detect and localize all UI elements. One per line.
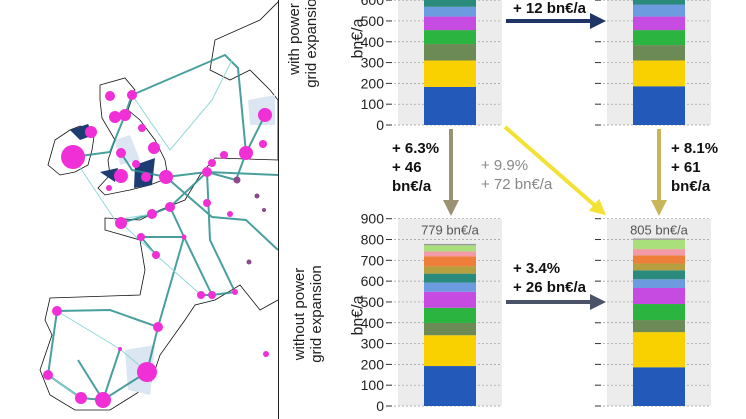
row-label-with-grid: with power grid expansion bbox=[286, 0, 320, 94]
row-label-line: without power bbox=[291, 267, 308, 361]
y-tick-label: 500 bbox=[361, 13, 385, 29]
bar-segment bbox=[633, 249, 685, 256]
annotation-line: + 6.3% bbox=[392, 140, 440, 157]
y-tick-label: 300 bbox=[361, 336, 385, 352]
bar-segment bbox=[633, 0, 685, 5]
total-label: 779 bn€/a bbox=[421, 223, 480, 238]
annotation-line: + 9.9% bbox=[481, 157, 529, 174]
bar-segment bbox=[633, 16, 685, 31]
annotation-line: bn€/a bbox=[671, 178, 711, 195]
bar-segment bbox=[633, 332, 685, 368]
bar-segment bbox=[633, 255, 685, 264]
row-label-line: grid expansion bbox=[303, 0, 320, 88]
bar-segment bbox=[633, 238, 685, 240]
annotation-line: + 61 bbox=[671, 159, 701, 176]
annotation-right-down: + 8.1% + 61 bn€/a bbox=[671, 139, 718, 196]
y-tick-label: 300 bbox=[361, 55, 385, 71]
annotation-diagonal: + 9.9% + 72 bn€/a bbox=[481, 156, 552, 194]
bar-segment bbox=[424, 86, 476, 125]
y-tick-label: 100 bbox=[361, 96, 385, 112]
europe-grid-map bbox=[39, 1, 278, 411]
bar-segment bbox=[633, 288, 685, 305]
annotation-line: + 26 bn€/a bbox=[513, 279, 586, 296]
row-label-line: with power bbox=[286, 3, 303, 75]
y-tick-label: 900 bbox=[361, 211, 385, 227]
bar-segment bbox=[633, 367, 685, 406]
annotation-left-down: + 6.3% + 46 bn€/a bbox=[392, 139, 439, 196]
bar-segment bbox=[424, 366, 476, 406]
panel-divider bbox=[278, 0, 279, 419]
bar-segment bbox=[633, 30, 685, 46]
bar-segment bbox=[424, 273, 476, 283]
y-axis-label-top: bn€/a bbox=[349, 18, 367, 59]
bar-segment bbox=[633, 4, 685, 17]
annotation-line: bn€/a bbox=[392, 178, 432, 195]
y-tick-label: 800 bbox=[361, 232, 385, 248]
bar-segment bbox=[424, 266, 476, 274]
bar-segment bbox=[424, 322, 476, 336]
bar-segment bbox=[424, 282, 476, 292]
bar-segment bbox=[633, 60, 685, 87]
annotation-bottom-horizontal: + 3.4% + 26 bn€/a bbox=[513, 259, 586, 297]
bar-segment bbox=[424, 60, 476, 87]
bar-segment bbox=[633, 239, 685, 250]
y-tick-label: 400 bbox=[361, 34, 385, 50]
y-tick-label: 100 bbox=[361, 377, 385, 393]
bar-segment bbox=[424, 251, 476, 257]
bar-segment bbox=[424, 335, 476, 367]
annotation-line: + 3.4% bbox=[513, 260, 561, 277]
bar-segment bbox=[424, 291, 476, 308]
row-label-without-grid: without power grid expansion bbox=[291, 259, 325, 369]
bar-segment bbox=[424, 243, 476, 246]
y-tick-label: 500 bbox=[361, 294, 385, 310]
bar-segment bbox=[424, 0, 476, 7]
annotation-line: + 8.1% bbox=[671, 140, 719, 157]
y-tick-label: 200 bbox=[361, 356, 385, 372]
annotation-line: + 72 bn€/a bbox=[481, 176, 553, 193]
bar-segment bbox=[633, 263, 685, 271]
y-tick-label: 0 bbox=[376, 398, 384, 414]
bar-segment bbox=[633, 279, 685, 289]
bar-segment bbox=[424, 307, 476, 323]
y-tick-label: 600 bbox=[361, 0, 385, 8]
bar-segment bbox=[424, 245, 476, 252]
row-label-line: grid expansion bbox=[308, 265, 325, 363]
y-tick-label: 700 bbox=[361, 252, 385, 268]
y-axis-label-bottom: bn€/a bbox=[349, 295, 367, 336]
bar-segment bbox=[424, 44, 476, 61]
total-label: 805 bn€/a bbox=[630, 223, 689, 238]
bar-segment bbox=[633, 86, 685, 125]
arrow-diagonal bbox=[503, 125, 607, 216]
y-tick-label: 600 bbox=[361, 273, 385, 289]
bar-segment bbox=[424, 30, 476, 45]
bar-segment bbox=[424, 256, 476, 267]
bar-segment bbox=[424, 16, 476, 31]
bar-segment bbox=[633, 45, 685, 61]
annotation-top-horizontal: + 12 bn€/a bbox=[513, 0, 586, 17]
bar-segment bbox=[633, 270, 685, 280]
coastline-continent bbox=[39, 1, 278, 411]
y-tick-label: 200 bbox=[361, 75, 385, 91]
y-tick-label: 400 bbox=[361, 315, 385, 331]
bar-segment bbox=[633, 320, 685, 333]
bar-segment bbox=[424, 6, 476, 17]
y-tick-label: 0 bbox=[376, 117, 384, 133]
annotation-line: + 46 bbox=[392, 159, 422, 176]
bar-segment bbox=[633, 304, 685, 321]
